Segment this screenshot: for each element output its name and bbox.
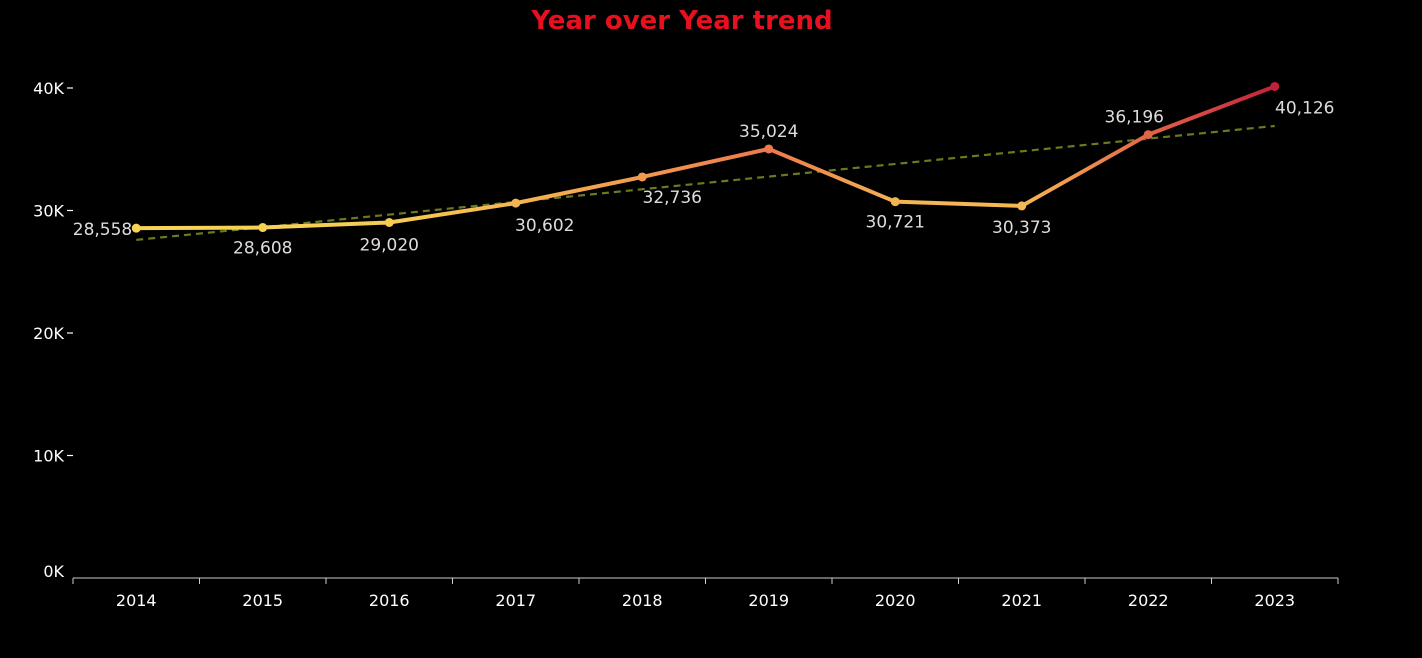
data-point[interactable] <box>511 198 521 208</box>
data-point[interactable] <box>1270 81 1280 91</box>
y-tick-label: 20K <box>33 324 64 343</box>
data-label: 28,558 <box>73 220 132 240</box>
y-tick-label: 0K <box>43 562 64 581</box>
x-tick-label: 2015 <box>242 591 283 610</box>
y-tick-label: 10K <box>33 447 64 466</box>
data-labels: 28,558 28,608 29,020 30,602 32,736 35,024 30,7… <box>73 98 1335 258</box>
data-label: 30,602 <box>515 216 574 236</box>
data-label: 35,024 <box>739 122 798 142</box>
x-tick-label: 2022 <box>1128 591 1169 610</box>
series-line-segment <box>1019 132 1151 208</box>
data-label: 30,721 <box>866 213 925 233</box>
data-label: 28,608 <box>233 239 292 259</box>
series-line-segment <box>134 225 265 231</box>
data-point[interactable] <box>258 223 268 233</box>
data-point[interactable] <box>764 144 774 154</box>
series-line-segment <box>513 174 645 206</box>
data-point[interactable] <box>1017 201 1027 211</box>
series-line-group <box>134 84 1277 231</box>
data-point[interactable] <box>384 218 394 228</box>
x-tick-label: 2021 <box>1001 591 1042 610</box>
data-point[interactable] <box>637 172 647 182</box>
series-line-segment <box>766 146 898 204</box>
x-tick-label: 2023 <box>1254 591 1295 610</box>
y-axis: 0K 10K 20K 30K 40K <box>33 79 73 581</box>
y-tick-label: 30K <box>33 202 64 221</box>
data-label: 30,373 <box>992 218 1051 238</box>
x-tick-label: 2020 <box>875 591 916 610</box>
x-tick-label: 2016 <box>369 591 410 610</box>
x-tick-label: 2019 <box>748 591 789 610</box>
x-tick-label: 2014 <box>116 591 157 610</box>
trend-line-group <box>136 124 1275 241</box>
series-line-segment <box>893 199 1024 208</box>
data-label: 40,126 <box>1275 98 1334 118</box>
chart-title: Year over Year trend <box>531 6 833 36</box>
data-point[interactable] <box>1143 130 1153 140</box>
data-point[interactable] <box>890 197 900 207</box>
data-label: 29,020 <box>360 236 419 256</box>
data-points <box>131 81 1280 233</box>
x-axis: 2014 2015 2016 2017 2018 2019 2020 2021 2022 2023 <box>72 577 1339 610</box>
data-point[interactable] <box>131 223 141 233</box>
x-tick-label: 2018 <box>622 591 663 610</box>
series-line-segment <box>260 220 392 230</box>
trend-line <box>136 124 1275 241</box>
x-tick-label: 2017 <box>495 591 536 610</box>
data-label: 32,736 <box>643 188 702 208</box>
series-line-segment <box>1146 84 1277 137</box>
y-tick-label: 40K <box>33 79 64 98</box>
series-line-segment <box>640 146 771 179</box>
series-line-segment <box>387 201 518 225</box>
data-label: 36,196 <box>1105 108 1164 128</box>
